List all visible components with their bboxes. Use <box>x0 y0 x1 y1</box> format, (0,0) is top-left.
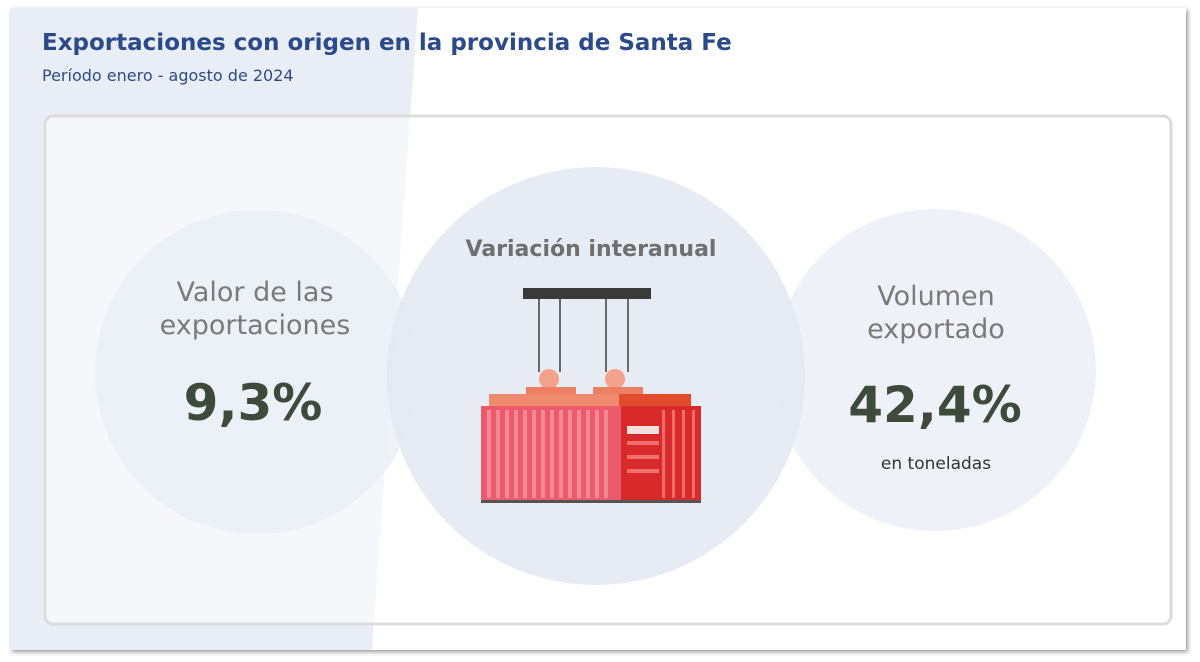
card-label: Variación interanual <box>466 237 717 262</box>
card-note: en toneladas <box>881 454 991 474</box>
container-icon <box>481 288 701 503</box>
circle <box>95 210 419 534</box>
card-label: Volumen <box>877 281 995 312</box>
subtitle: Período enero - agosto de 2024 <box>42 66 294 85</box>
card-label: exportaciones <box>160 310 351 341</box>
title: Exportaciones con origen en la provincia… <box>42 30 732 56</box>
card-label: Valor de las <box>176 277 333 308</box>
card-value: 42,4% <box>848 376 1021 434</box>
circle <box>387 167 805 585</box>
circle <box>774 209 1096 531</box>
card-label: exportado <box>867 314 1005 345</box>
card-value: 9,3% <box>184 374 323 432</box>
